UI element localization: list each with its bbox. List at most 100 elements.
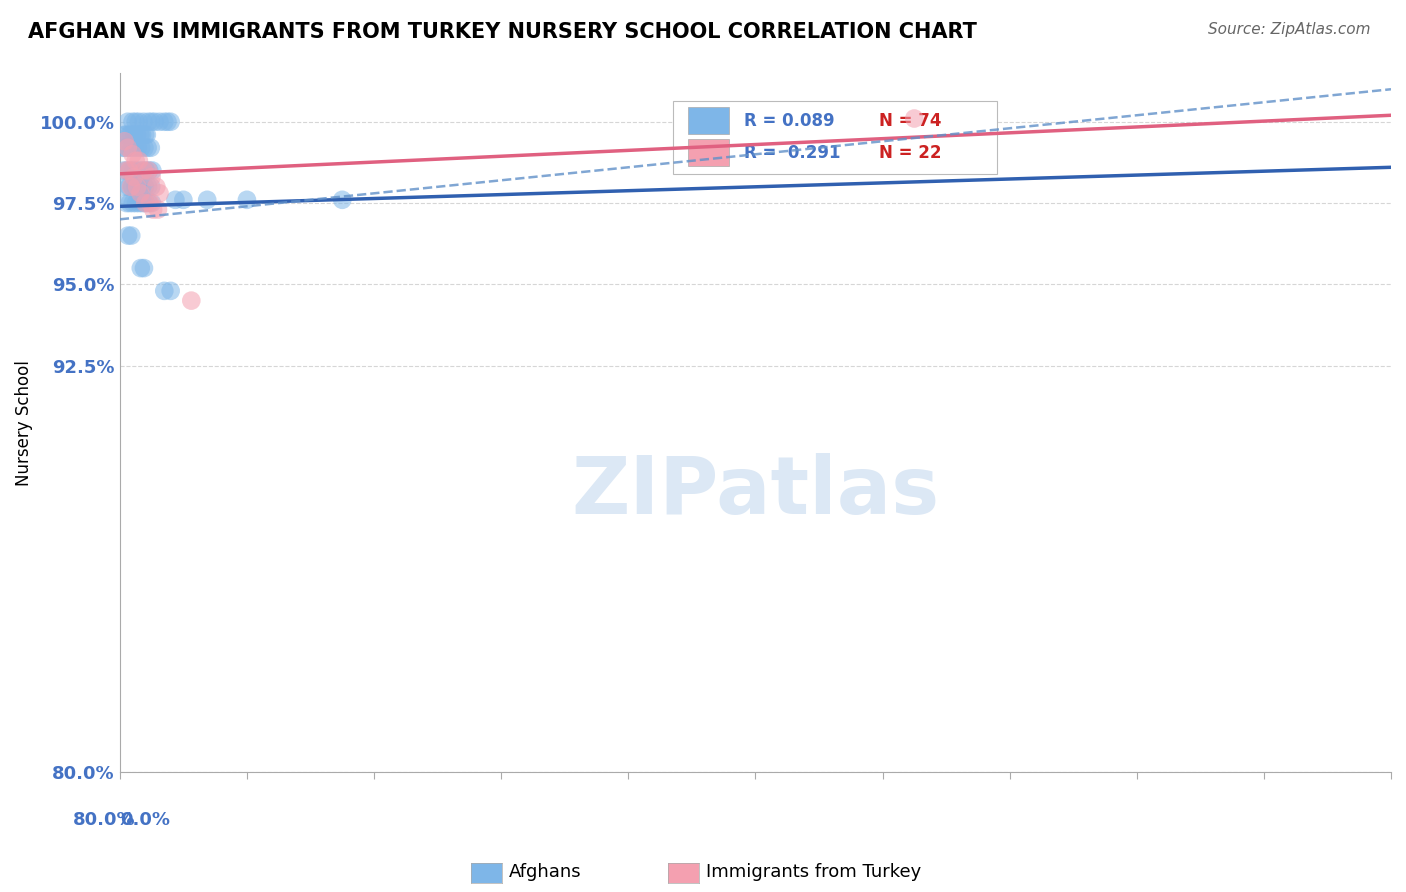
Point [138, 115, 160, 129]
Point [132, 163, 155, 178]
Point [135, 163, 157, 178]
Point [124, 179, 146, 194]
Point [138, 163, 160, 178]
Point [121, 196, 143, 211]
Point [131, 179, 153, 194]
Point [129, 186, 152, 201]
Point [111, 141, 134, 155]
Point [114, 141, 136, 155]
Text: ZIPatlas: ZIPatlas [571, 453, 939, 532]
Point [134, 196, 156, 211]
Point [125, 115, 148, 129]
Point [121, 147, 143, 161]
Point [117, 141, 139, 155]
Text: AFGHAN VS IMMIGRANTS FROM TURKEY NURSERY SCHOOL CORRELATION CHART: AFGHAN VS IMMIGRANTS FROM TURKEY NURSERY… [28, 22, 977, 42]
Point [131, 128, 153, 142]
Point [134, 179, 156, 194]
Text: N = 22: N = 22 [879, 144, 941, 161]
Text: 0.0%: 0.0% [120, 811, 170, 829]
Point [139, 141, 162, 155]
Text: 80.0%: 80.0% [73, 811, 136, 829]
Point [134, 128, 156, 142]
Point [132, 115, 155, 129]
Point [115, 163, 138, 178]
Point [195, 193, 218, 207]
Point [115, 196, 138, 211]
Point [120, 128, 142, 142]
Point [132, 163, 155, 178]
Point [127, 179, 149, 194]
Point [138, 163, 160, 178]
Point [114, 134, 136, 148]
Text: R =  0.291: R = 0.291 [744, 144, 841, 161]
Point [142, 202, 165, 217]
Point [122, 128, 145, 142]
Point [118, 196, 141, 211]
Point [115, 128, 138, 142]
Point [120, 163, 142, 178]
Point [139, 196, 162, 211]
Point [141, 179, 163, 194]
Point [125, 196, 148, 211]
Text: Afghans: Afghans [509, 863, 582, 881]
Point [120, 179, 142, 194]
Point [118, 179, 141, 194]
Point [117, 228, 139, 243]
Point [120, 228, 142, 243]
Point [118, 128, 141, 142]
FancyBboxPatch shape [688, 107, 728, 134]
Point [125, 163, 148, 178]
Point [122, 169, 145, 184]
Text: Immigrants from Turkey: Immigrants from Turkey [706, 863, 921, 881]
Point [127, 128, 149, 142]
Text: R = 0.089: R = 0.089 [744, 112, 835, 129]
Point [117, 141, 139, 155]
Point [148, 115, 170, 129]
Point [145, 179, 167, 194]
Point [141, 163, 163, 178]
Point [159, 284, 181, 298]
Point [128, 153, 150, 168]
Point [134, 141, 156, 155]
Y-axis label: Nursery School: Nursery School [15, 359, 32, 485]
Point [115, 179, 138, 194]
Point [132, 261, 155, 276]
Point [172, 193, 194, 207]
Point [135, 196, 157, 211]
Point [128, 163, 150, 178]
Point [129, 128, 152, 142]
FancyBboxPatch shape [688, 139, 728, 166]
Point [153, 115, 176, 129]
Point [159, 115, 181, 129]
Point [121, 179, 143, 194]
Point [903, 112, 925, 126]
Point [121, 115, 143, 129]
Point [112, 163, 135, 178]
Point [236, 193, 259, 207]
Point [138, 196, 160, 211]
Point [114, 128, 136, 142]
Point [180, 293, 202, 308]
Text: Source: ZipAtlas.com: Source: ZipAtlas.com [1208, 22, 1371, 37]
Point [141, 115, 163, 129]
Point [141, 196, 163, 211]
Point [136, 179, 159, 194]
Point [121, 141, 143, 155]
Point [156, 115, 179, 129]
Point [128, 196, 150, 211]
Point [128, 179, 150, 194]
Point [129, 141, 152, 155]
Point [330, 193, 353, 207]
Point [117, 115, 139, 129]
Point [141, 169, 163, 184]
Point [124, 141, 146, 155]
Point [143, 115, 166, 129]
Text: N = 74: N = 74 [879, 112, 941, 129]
Point [129, 261, 152, 276]
Point [118, 163, 141, 178]
Point [153, 284, 176, 298]
Point [165, 193, 187, 207]
Point [127, 141, 149, 155]
Point [122, 163, 145, 178]
Point [146, 202, 169, 217]
